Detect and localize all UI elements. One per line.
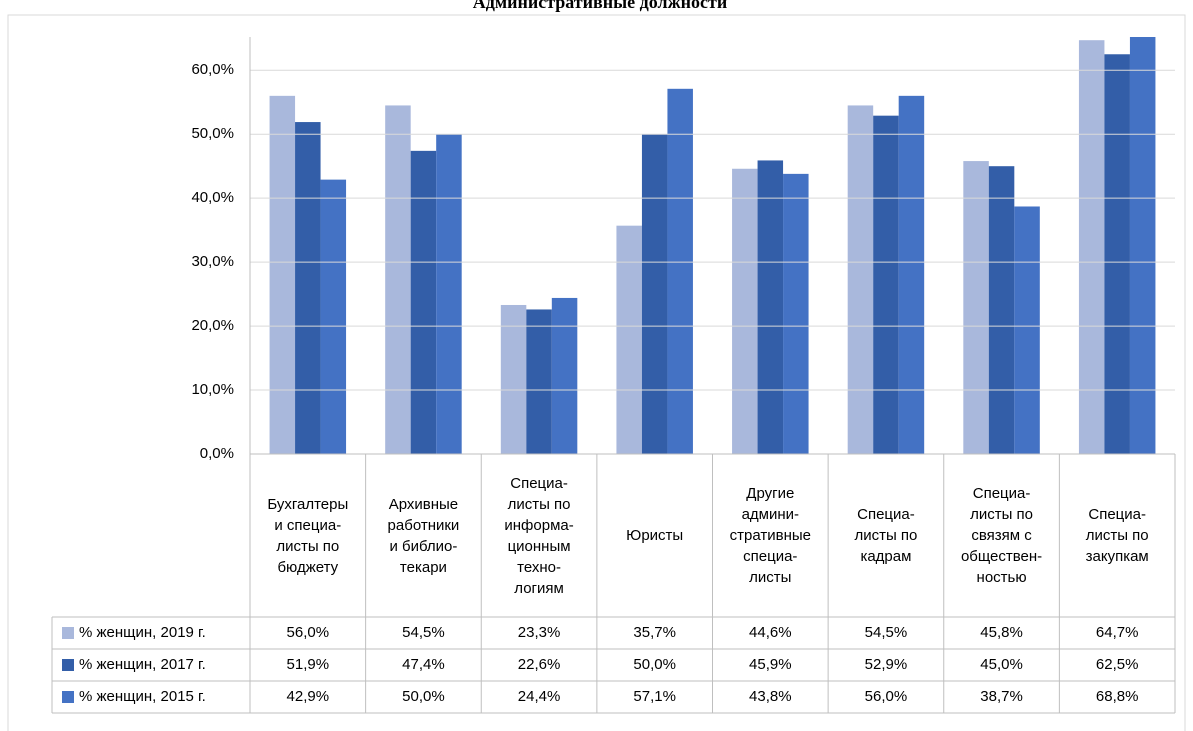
legend-swatch xyxy=(62,627,74,639)
x-tick-label: Специа- листы по закупкам xyxy=(1085,506,1149,565)
data-label: 24,4% xyxy=(518,688,561,705)
bar xyxy=(385,105,411,454)
bar xyxy=(269,95,296,455)
x-tick-label: Другие админи- стративные специа- листы xyxy=(729,485,811,586)
y-tick-label: 0,0% xyxy=(200,445,234,462)
data-label: 52,9% xyxy=(865,656,908,673)
data-label: 57,1% xyxy=(633,688,676,705)
bar xyxy=(1104,54,1130,455)
data-label: 64,7% xyxy=(1096,624,1139,641)
x-tick-label-box: Специа- листы по закупкам xyxy=(1085,506,1149,565)
bar xyxy=(873,115,899,454)
data-label: 35,7% xyxy=(633,624,676,641)
data-label: 22,6% xyxy=(518,656,561,673)
chart-title: Административные должности xyxy=(473,0,728,12)
data-label: 51,9% xyxy=(287,656,330,673)
data-label: 45,0% xyxy=(980,656,1023,673)
bar xyxy=(526,309,552,454)
data-label: 23,3% xyxy=(518,624,561,641)
data-label: 54,5% xyxy=(402,624,445,641)
x-tick-label-box: Архивные работники и библио- текари xyxy=(387,495,460,576)
data-label: 38,7% xyxy=(980,688,1023,705)
data-label: 43,8% xyxy=(749,688,792,705)
data-label: 47,4% xyxy=(402,656,445,673)
data-label: 62,5% xyxy=(1096,656,1139,673)
bar xyxy=(410,150,437,454)
legend-label: % женщин, 2015 г. xyxy=(79,688,206,705)
y-tick-label: 50,0% xyxy=(191,125,234,142)
data-label: 45,9% xyxy=(749,656,792,673)
data-label: 54,5% xyxy=(865,624,908,641)
data-label: 56,0% xyxy=(865,688,908,705)
bar xyxy=(783,173,809,454)
data-label: 50,0% xyxy=(633,656,676,673)
bar xyxy=(500,304,527,454)
y-tick-label: 40,0% xyxy=(191,189,234,206)
y-tick-label: 10,0% xyxy=(191,381,234,398)
data-label: 42,9% xyxy=(287,688,330,705)
legend-label: % женщин, 2019 г. xyxy=(79,624,206,641)
y-tick-label: 20,0% xyxy=(191,317,234,334)
bar xyxy=(963,161,989,454)
bar xyxy=(757,160,784,454)
legend-label: % женщин, 2017 г. xyxy=(79,656,206,673)
legend-swatch xyxy=(62,659,74,671)
bar xyxy=(616,225,642,454)
bar xyxy=(320,179,347,454)
x-tick-label: Специа- листы по связям с обществен- нос… xyxy=(960,485,1043,586)
legend-swatch xyxy=(62,691,74,703)
bar xyxy=(847,105,874,454)
bar xyxy=(1129,37,1156,454)
x-tick-label: Архивные работники и библио- текари xyxy=(387,495,460,576)
bar xyxy=(732,168,758,455)
data-label: 68,8% xyxy=(1096,688,1139,705)
chart-border xyxy=(7,14,1186,731)
data-label: 44,6% xyxy=(749,624,792,641)
x-tick-label-box: Специа- листы по связям с обществен- нос… xyxy=(960,485,1043,586)
bar xyxy=(1078,40,1105,455)
x-tick-label: Специа- листы по информа- ционным техно-… xyxy=(504,474,574,597)
x-tick-label-box: Специа- листы по кадрам xyxy=(854,506,918,565)
x-tick-label: Бухгалтеры и специа- листы по бюджету xyxy=(267,495,349,576)
data-label: 50,0% xyxy=(402,688,445,705)
x-tick-label-box: Юристы xyxy=(626,527,684,544)
bar xyxy=(1014,206,1040,454)
x-tick-label: Специа- листы по кадрам xyxy=(854,506,918,565)
bar xyxy=(667,88,693,455)
bar xyxy=(436,134,462,454)
x-tick-label-box: Другие админи- стративные специа- листы xyxy=(729,485,811,586)
bar xyxy=(641,134,668,454)
bar xyxy=(551,297,578,454)
data-label: 45,8% xyxy=(980,624,1023,641)
x-tick-label-box: Бухгалтеры и специа- листы по бюджету xyxy=(267,495,349,576)
bar xyxy=(295,122,321,455)
y-tick-label: 30,0% xyxy=(191,253,234,270)
bar xyxy=(988,166,1015,455)
x-tick-label-box: Специа- листы по информа- ционным техно-… xyxy=(504,474,574,597)
data-label: 56,0% xyxy=(287,624,330,641)
plot-area xyxy=(269,37,1156,455)
x-tick-label: Юристы xyxy=(626,527,684,544)
y-tick-label: 60,0% xyxy=(191,61,234,78)
bar xyxy=(898,95,925,455)
